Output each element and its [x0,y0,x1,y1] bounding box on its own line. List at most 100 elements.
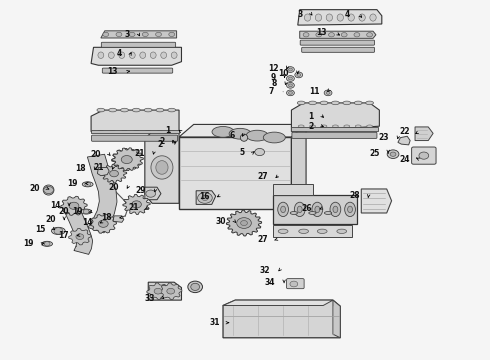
Text: 1: 1 [308,112,314,121]
Polygon shape [298,10,382,25]
Ellipse shape [151,156,173,179]
Circle shape [197,193,212,203]
Polygon shape [273,225,352,237]
Text: 21: 21 [128,203,139,212]
Ellipse shape [82,182,93,187]
Ellipse shape [122,130,127,133]
Circle shape [326,91,330,94]
Ellipse shape [347,206,352,213]
Ellipse shape [367,125,372,127]
Circle shape [85,182,91,186]
Circle shape [387,150,399,158]
Ellipse shape [337,229,346,233]
Polygon shape [91,47,181,65]
Text: 11: 11 [309,86,319,95]
Text: 19: 19 [73,207,83,216]
Polygon shape [226,210,262,236]
Text: 15: 15 [35,225,46,234]
Polygon shape [159,283,182,300]
Text: 12: 12 [268,64,278,73]
Ellipse shape [321,125,327,127]
Polygon shape [292,103,379,132]
Text: 20: 20 [45,215,55,224]
Circle shape [316,33,322,37]
Text: 31: 31 [209,318,220,327]
Polygon shape [145,187,161,200]
Circle shape [390,152,396,156]
Text: 18: 18 [101,213,112,222]
Text: 4: 4 [345,10,350,19]
Ellipse shape [188,281,202,293]
Polygon shape [91,110,179,132]
Ellipse shape [144,108,152,112]
Polygon shape [196,191,216,204]
Ellipse shape [294,202,305,217]
Text: 34: 34 [265,278,275,287]
Text: 10: 10 [278,69,289,78]
Ellipse shape [348,14,354,21]
Circle shape [303,33,309,37]
Polygon shape [300,31,376,39]
Ellipse shape [212,126,234,137]
Text: 32: 32 [260,266,270,275]
Polygon shape [223,300,333,306]
Ellipse shape [140,52,146,58]
Circle shape [367,33,372,37]
Ellipse shape [278,229,288,233]
Circle shape [132,201,142,208]
Ellipse shape [310,125,316,127]
Ellipse shape [315,14,321,21]
Ellipse shape [97,108,105,112]
Circle shape [169,32,174,37]
Polygon shape [69,228,91,245]
Circle shape [54,228,63,234]
Circle shape [297,73,301,76]
Ellipse shape [370,14,376,21]
FancyBboxPatch shape [101,42,175,47]
Ellipse shape [312,202,323,217]
Ellipse shape [333,206,338,213]
Ellipse shape [81,209,92,214]
Text: 17: 17 [58,231,69,240]
Ellipse shape [299,229,309,233]
Text: 28: 28 [349,190,360,199]
Circle shape [324,90,332,96]
Ellipse shape [298,125,304,127]
Circle shape [167,288,174,294]
Text: 21: 21 [94,163,104,172]
FancyBboxPatch shape [300,40,374,45]
Ellipse shape [132,108,140,112]
Ellipse shape [43,185,54,195]
Ellipse shape [171,52,177,58]
Ellipse shape [330,202,341,217]
Text: 22: 22 [400,127,410,136]
Text: 1: 1 [166,126,171,135]
FancyBboxPatch shape [412,147,436,164]
Ellipse shape [150,52,156,58]
Text: 33: 33 [144,294,155,303]
Ellipse shape [359,14,365,21]
Ellipse shape [98,130,104,133]
Text: 21: 21 [134,149,145,158]
Circle shape [289,91,293,94]
Ellipse shape [315,206,320,213]
Circle shape [241,221,247,226]
Ellipse shape [332,125,338,127]
Ellipse shape [133,130,139,133]
Polygon shape [292,127,378,131]
Text: 26: 26 [301,204,312,213]
Polygon shape [398,136,410,145]
Circle shape [44,186,53,194]
Circle shape [287,67,294,72]
Circle shape [255,148,265,156]
Circle shape [83,210,89,214]
Circle shape [329,33,334,37]
Circle shape [287,76,294,81]
Text: 4: 4 [117,49,122,58]
Ellipse shape [343,101,351,105]
Ellipse shape [98,52,104,58]
Ellipse shape [309,212,316,215]
Text: 2: 2 [308,122,314,131]
Polygon shape [101,31,176,38]
Ellipse shape [297,101,305,105]
